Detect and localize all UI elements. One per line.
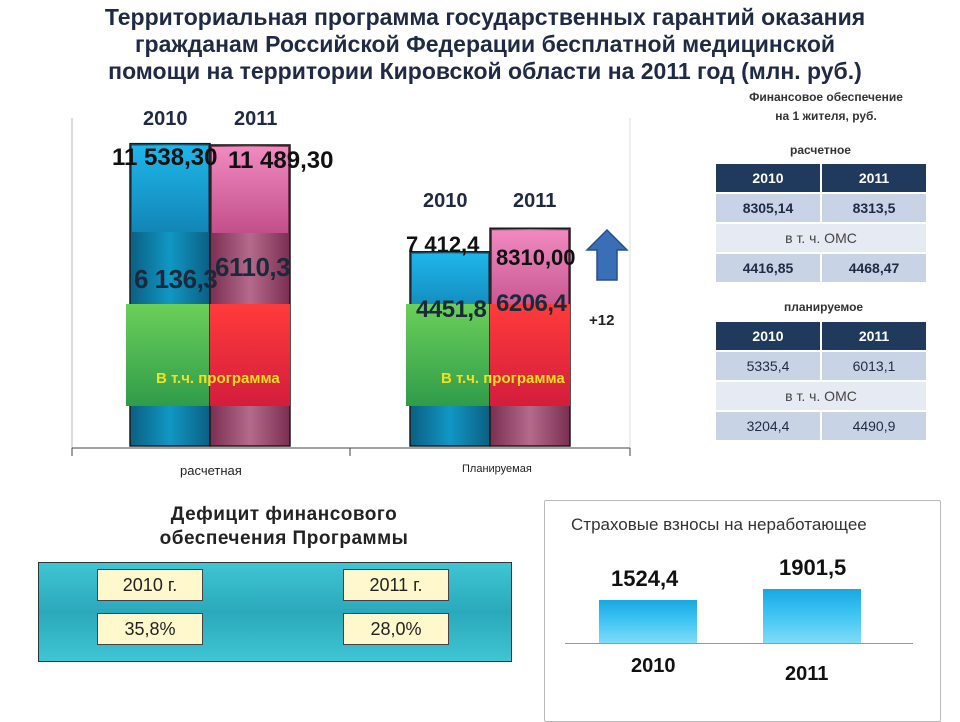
title-line-2: гражданам Российской Федерации бесплатно… (134, 31, 836, 57)
table-cell: 4490,9 (822, 412, 926, 440)
program-band-plan-2010 (406, 304, 490, 406)
total-label-calc-2011: 11 489,30 (228, 147, 334, 174)
table-subheader: в т. ч. ОМС (716, 382, 926, 410)
program-band-plan-2011 (490, 304, 570, 406)
table-header: 2010 (716, 164, 820, 192)
insurance-category-2010: 2010 (631, 655, 676, 677)
table-subheader: в т. ч. ОМС (716, 224, 926, 252)
category-label-calc: расчетная (180, 463, 242, 478)
increase-annotation: +12 (589, 312, 615, 329)
bar-inner-calc-2011 (212, 146, 288, 234)
insurance-category-2011: 2011 (785, 663, 829, 685)
year-header-2010: 2010 (143, 108, 188, 130)
table-cell: 6013,1 (822, 352, 926, 380)
deficit-year-2011: 2011 г. (343, 569, 449, 601)
fin-caption-line-1: Финансовое обеспечение (749, 90, 903, 104)
insurance-bar-2010 (599, 600, 697, 643)
title-line-3: помощи на территории Кировской области н… (108, 58, 862, 84)
table-cell: 5335,4 (716, 352, 820, 380)
table-cell: 8305,14 (716, 194, 820, 222)
bar-inner-plan-2011 (492, 230, 568, 318)
table-cell: 4416,85 (716, 254, 820, 282)
title-line-1: Территориальная программа государственны… (104, 4, 866, 30)
year-header-2011: 2011 (234, 108, 278, 130)
inner-label-calc-2010: 6 136,3 (134, 264, 218, 294)
table-header: 2011 (822, 322, 926, 350)
table-cell: 3204,4 (716, 412, 820, 440)
category-label-plan: Планируемая (462, 463, 532, 475)
calc-table-label: расчетное (790, 143, 851, 157)
fin-caption: Финансовое обеспечение на 1 жителя, руб. (716, 88, 936, 126)
program-label-plan: В т.ч. программа (441, 370, 565, 387)
year-header-2011: 2011 (513, 190, 557, 212)
insurance-x-axis (565, 643, 913, 644)
total-label-plan-2011: 8310,00 (496, 245, 576, 270)
main-bar-chart (71, 118, 631, 456)
plan-table-label: планируемое (784, 300, 864, 314)
inner-label-plan-2011: 6206,4 (496, 290, 567, 317)
deficit-title-line-2: обеспечения Программы (159, 528, 409, 549)
table-cell: 8313,5 (822, 194, 926, 222)
inner-label-calc-2011: 6110,3 (215, 252, 291, 282)
insurance-value-2011: 1901,5 (779, 555, 847, 580)
deficit-title-line-1: Дефицит финансового (170, 504, 398, 525)
deficit-year-2010: 2010 г. (97, 569, 203, 601)
table-cell: 4468,47 (822, 254, 926, 282)
insurance-chart-title: Страховые взносы на неработающее (571, 515, 867, 534)
program-label-calc: В т.ч. программа (156, 370, 280, 387)
program-band-calc-2011 (210, 304, 290, 406)
fin-caption-line-2: на 1 жителя, руб. (775, 109, 877, 123)
deficit-panel: 2010 г. 2011 г. 35,8% 28,0% (38, 562, 512, 662)
up-arrow-icon (585, 228, 629, 281)
insurance-bar-2011 (763, 589, 861, 643)
year-header-2010: 2010 (423, 190, 468, 212)
deficit-title: Дефицит финансового обеспечения Программ… (124, 503, 444, 551)
insurance-value-2010: 1524,4 (611, 566, 679, 591)
plan-table: 2010 2011 5335,4 6013,1 в т. ч. ОМС 3204… (714, 320, 928, 442)
insurance-chart-panel: Страховые взносы на неработающее 1524,4 … (544, 500, 941, 722)
table-header: 2011 (822, 164, 926, 192)
deficit-value-2010: 35,8% (97, 613, 203, 645)
bar-inner-calc-2010 (132, 145, 208, 233)
calc-table: 2010 2011 8305,14 8313,5 в т. ч. ОМС 441… (714, 162, 928, 284)
page-title: Территориальная программа государственны… (20, 4, 950, 85)
program-band-calc-2010 (126, 304, 210, 406)
total-label-calc-2010: 11 538,30 (112, 144, 218, 171)
deficit-value-2011: 28,0% (343, 613, 449, 645)
table-header: 2010 (716, 322, 820, 350)
total-label-plan-2010: 7 412,4 (406, 232, 480, 257)
inner-label-plan-2010: 4451,8 (416, 296, 487, 323)
